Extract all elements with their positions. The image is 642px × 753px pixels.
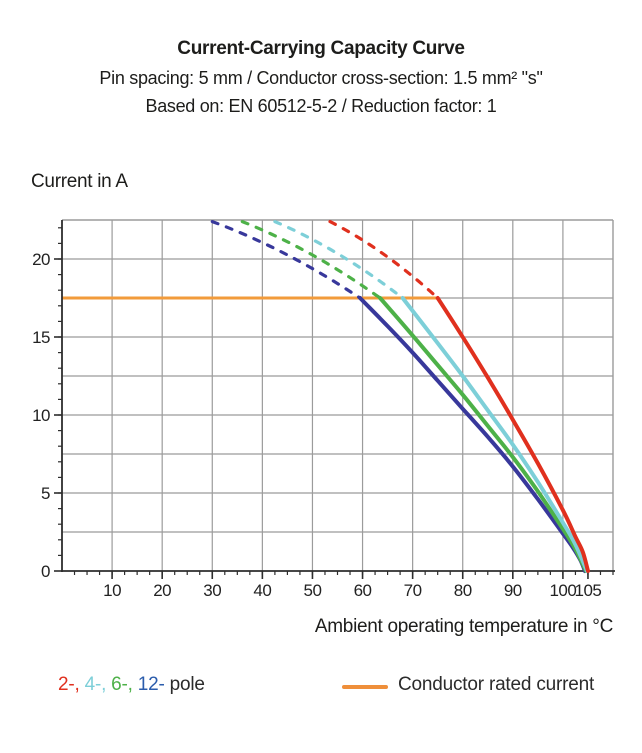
x-tick-label: 50 (303, 581, 321, 600)
y-tick-label: 20 (32, 250, 50, 269)
legend-pole-suffix: pole (169, 674, 205, 695)
x-tick-label: 105 (575, 581, 602, 600)
chart-title: Current-Carrying Capacity Curve (177, 38, 465, 59)
y-axis-title: Current in A (31, 171, 128, 192)
x-tick-label: 30 (203, 581, 221, 600)
x-tick-label: 40 (253, 581, 271, 600)
curve-4-pole (400, 296, 589, 573)
x-tick-label: 10 (103, 581, 121, 600)
x-tick-label: 70 (404, 581, 422, 600)
curve-12-pole (358, 296, 587, 573)
y-tick-label: 15 (32, 328, 50, 347)
curve-dashed-12-pole (210, 220, 362, 300)
legend-pole-12: 12- (137, 674, 165, 695)
y-tick-label: 5 (41, 484, 50, 503)
curve-6-pole (378, 296, 588, 573)
x-tick-label: 90 (504, 581, 522, 600)
x-tick-label: 20 (153, 581, 171, 600)
legend-pole-6: 6-, (111, 674, 133, 695)
x-axis-title: Ambient operating temperature in °C (314, 616, 613, 637)
rated-current-swatch (342, 685, 388, 689)
curve-2-pole (435, 296, 590, 573)
chart-subtitle-spacing: Pin spacing: 5 mm / Conductor cross-sect… (99, 68, 543, 88)
legend-poles: 2-, 4-, 6-, 12- pole (58, 674, 205, 696)
x-tick-label: 60 (354, 581, 372, 600)
curve-dashed-2-pole (328, 220, 440, 300)
chart-subtitle-standard: Based on: EN 60512-5-2 / Reduction facto… (145, 96, 497, 116)
y-tick-label: 0 (41, 562, 50, 581)
curve-dashed-4-pole (273, 220, 405, 300)
legend-pole-4: 4-, (84, 674, 107, 695)
legend-pole-2: 2-, (58, 674, 80, 695)
rated-current-label: Conductor rated current (398, 674, 595, 695)
x-tick-label: 100 (549, 581, 576, 600)
x-tick-label: 80 (454, 581, 472, 600)
y-tick-label: 10 (32, 406, 50, 425)
curve-dashed-6-pole (240, 220, 382, 300)
